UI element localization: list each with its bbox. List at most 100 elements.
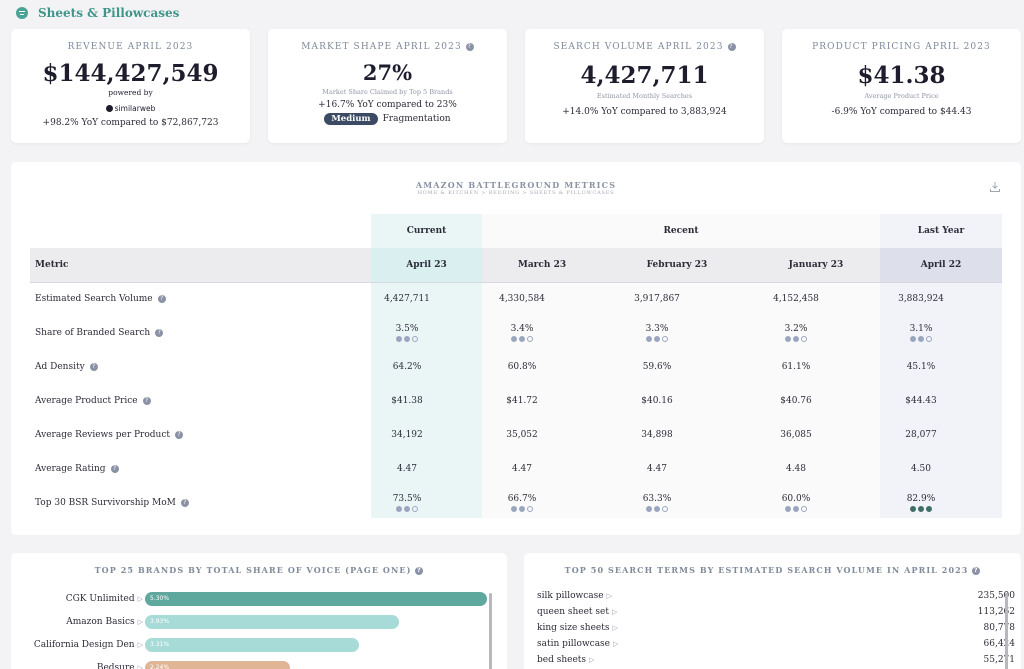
similarweb-logo: similarweb <box>105 104 156 113</box>
expand-caret-icon[interactable]: ▷ <box>137 595 143 603</box>
metric-cell: 4.47 <box>462 452 582 486</box>
metric-value: 4.47 <box>511 464 533 474</box>
revenue-value: $144,427,549 <box>42 60 219 87</box>
metric-label: Estimated Search Volume <box>35 294 153 304</box>
info-icon[interactable]: ? <box>142 397 151 405</box>
metric-cell: 3.1% <box>860 316 982 350</box>
brand-row[interactable]: California Design Den ▷ 3.31% <box>11 637 501 653</box>
revenue-card: REVENUE APRIL 2023 $144,427,549 powered … <box>11 29 250 143</box>
rating-dots <box>785 506 807 512</box>
expand-caret-icon[interactable]: ▷ <box>606 592 612 600</box>
info-icon[interactable]: ? <box>110 465 119 473</box>
list-item[interactable]: silk pillowcase ▷ 235,500 <box>537 588 1015 604</box>
expand-caret-icon[interactable]: ▷ <box>137 618 143 626</box>
info-icon[interactable]: ? <box>180 499 189 507</box>
metric-value: 61.1% <box>781 362 811 372</box>
search-term: king size sheets ▷ <box>537 620 618 636</box>
metric-cell: 3,883,924 <box>860 282 982 316</box>
metric-cell: 4,427,711 <box>352 282 463 316</box>
info-icon[interactable]: ? <box>727 43 736 51</box>
list-item[interactable]: king size sheets ▷ 80,778 <box>537 620 1015 636</box>
brand-share-label: 2.24% <box>150 664 170 669</box>
search-volume-compare: +14.0% YoY compared to 3,883,924 <box>562 107 727 117</box>
col-april-23[interactable]: April 23 <box>371 248 482 282</box>
metric-value: 36,085 <box>780 430 812 440</box>
similarweb-brand: similarweb <box>114 104 156 113</box>
search-volume-card: SEARCH VOLUME APRIL 2023? 4,427,711 Esti… <box>525 29 764 143</box>
search-term-label: silk pillowcase <box>537 591 604 601</box>
info-icon[interactable]: ? <box>415 567 424 575</box>
metric-cell: $41.72 <box>462 384 582 418</box>
metric-name: Ad Density? <box>35 350 98 384</box>
brand-label: California Design Den <box>33 640 135 650</box>
pricing-sub: Average Product Price <box>864 92 939 100</box>
list-item[interactable]: queen sheet set ▷ 113,262 <box>537 604 1015 620</box>
search-term: queen sheet set ▷ <box>537 604 617 620</box>
terms-scrollbar[interactable] <box>1005 593 1008 669</box>
rating-dot <box>793 506 799 512</box>
table-row: Ad Density? 64.2% 60.8% 59.6% 61.1% 45.1% <box>30 350 1002 384</box>
info-icon[interactable]: ? <box>174 431 183 439</box>
powered-by-label: powered by <box>108 88 153 97</box>
list-item[interactable]: bed sheets ▷ 55,271 <box>537 652 1015 668</box>
market-shape-value: 27% <box>362 60 413 85</box>
brand-row[interactable]: CGK Unlimited ▷ 5.30% <box>11 591 501 607</box>
filter-icon[interactable] <box>16 7 28 19</box>
info-icon[interactable]: ? <box>155 329 164 337</box>
metric-cell: 3.4% <box>462 316 582 350</box>
metric-value: 3.4% <box>510 324 534 334</box>
rating-dot <box>918 336 924 342</box>
market-shape-compare: +16.7% YoY compared to 23% <box>318 100 457 110</box>
info-icon[interactable]: ? <box>972 567 981 575</box>
search-term-label: queen sheet set <box>537 607 609 617</box>
brand-share-label: 3.31% <box>150 641 170 648</box>
metric-value: 35,052 <box>506 430 538 440</box>
col-april-22[interactable]: April 22 <box>880 248 1002 282</box>
metric-value: 4.50 <box>910 464 932 474</box>
col-march-23[interactable]: March 23 <box>517 260 567 270</box>
metric-cell: $40.76 <box>732 384 860 418</box>
brands-card: TOP 25 BRANDS BY TOTAL SHARE OF VOICE (P… <box>11 553 507 669</box>
rating-dot <box>662 506 668 512</box>
rating-dot <box>527 336 533 342</box>
market-shape-label-text: MARKET SHAPE APRIL 2023 <box>301 42 462 52</box>
metric-value: 82.9% <box>906 494 936 504</box>
metric-value: 66.7% <box>507 494 537 504</box>
col-january-23[interactable]: January 23 <box>788 260 844 270</box>
brand-row[interactable]: Bedsure ▷ 2.24% <box>11 660 501 669</box>
expand-caret-icon[interactable]: ▷ <box>589 656 595 664</box>
metric-label: Average Product Price <box>35 396 138 406</box>
download-icon[interactable] <box>989 181 1001 193</box>
group-last-year: Last Year <box>917 226 965 236</box>
metric-name: Average Rating? <box>35 452 119 486</box>
expand-caret-icon[interactable]: ▷ <box>137 641 143 649</box>
list-item[interactable]: satin pillowcase ▷ 66,424 <box>537 636 1015 652</box>
metric-cell: 4,152,458 <box>732 282 860 316</box>
metric-value: 4,427,711 <box>384 294 430 304</box>
metric-value: $41.38 <box>391 396 423 406</box>
metrics-header-row: Metric April 23 March 23 February 23 Jan… <box>30 248 1002 283</box>
search-volume-value: 4,427,711 <box>580 62 709 89</box>
metric-name: Average Product Price? <box>35 384 151 418</box>
brands-scrollbar[interactable] <box>489 593 492 669</box>
expand-caret-icon[interactable]: ▷ <box>611 608 618 616</box>
rating-dots <box>396 336 418 342</box>
brand-row[interactable]: Amazon Basics ▷ 3.93% <box>11 614 501 630</box>
rating-dot <box>412 506 418 512</box>
rating-dot <box>646 506 652 512</box>
info-icon[interactable]: ? <box>465 43 474 51</box>
expand-caret-icon[interactable]: ▷ <box>612 624 618 632</box>
info-icon[interactable]: ? <box>89 363 98 371</box>
pricing-value: $41.38 <box>857 62 946 89</box>
brand-share-bar: 5.30% <box>145 592 487 606</box>
metric-value: 3.5% <box>395 324 419 334</box>
search-volume-value: 66,424 <box>983 639 1016 649</box>
metric-value: $41.72 <box>506 396 538 406</box>
expand-caret-icon[interactable]: ▷ <box>137 664 143 669</box>
info-icon[interactable]: ? <box>157 295 166 303</box>
metric-cell: 73.5% <box>352 486 463 520</box>
brand-share-bar: 2.24% <box>145 661 290 669</box>
rating-dot <box>396 336 402 342</box>
col-february-23[interactable]: February 23 <box>646 260 708 270</box>
expand-caret-icon[interactable]: ▷ <box>613 640 619 648</box>
